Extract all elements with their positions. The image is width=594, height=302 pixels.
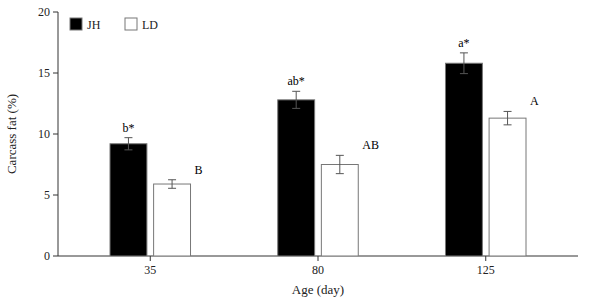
bar [489,118,526,256]
annotation: b* [122,121,134,135]
error-cap [168,179,176,180]
chart: 0 5 10 15 20 35 80 125 Age (day) Carcass fat (%) b… [0,0,594,302]
series-1 [154,111,526,256]
error-line [172,180,173,189]
error-cap [460,73,468,74]
error-cap [292,91,300,92]
chart-container: 0 5 10 15 20 35 80 125 Age (day) Carcass fat (%) b… [0,0,594,302]
legend-label: LD [142,18,158,32]
error-bar [460,53,468,74]
annotation: a* [458,36,469,50]
annotation: A [530,94,539,108]
x-tick [485,256,486,261]
error-bar [168,180,176,189]
error-line [128,138,129,150]
annotations: b* ab* a* B AB A [122,36,539,177]
y-tick-label: 20 [38,5,50,19]
error-cap [504,124,512,125]
error-cap [168,188,176,189]
y-tick-label: 5 [44,188,50,202]
x-axis-label: Age (day) [292,282,344,297]
legend-swatch [125,18,137,30]
plot-area [110,53,526,256]
error-cap [124,149,132,150]
error-cap [460,52,468,53]
error-cap [336,155,344,156]
x-tick [318,256,319,261]
bar [154,184,191,256]
error-cap [504,111,512,112]
y-tick [53,73,58,74]
y-tick-label: 0 [44,249,50,263]
y-tick [53,12,58,13]
error-bar [292,91,300,108]
legend-swatch [70,18,82,30]
error-bar [124,138,132,150]
series-0 [110,53,482,256]
axes: 0 5 10 15 20 35 80 125 [38,5,578,277]
y-tick-label: 15 [38,66,50,80]
legend-label: JH [87,18,101,32]
legend: JH LD [70,18,158,32]
y-tick [53,256,58,257]
annotation: B [195,163,203,177]
error-line [463,53,464,74]
x-tick-label: 80 [312,263,324,277]
error-line [507,111,508,124]
bar [321,165,358,257]
bar [445,63,482,256]
y-tick [53,134,58,135]
bar [110,144,147,256]
y-tick [53,195,58,196]
error-cap [124,137,132,138]
error-cap [292,108,300,109]
error-cap [336,173,344,174]
error-line [296,91,297,108]
annotation: ab* [288,74,305,88]
y-tick-label: 10 [38,127,50,141]
y-axis-label: Carcass fat (%) [4,94,19,174]
error-line [339,155,340,173]
x-tick [150,256,151,261]
error-bar [336,155,344,173]
x-tick-label: 125 [477,263,495,277]
bar [278,100,315,256]
error-bar [504,111,512,124]
x-tick-label: 35 [144,263,156,277]
annotation: AB [362,138,379,152]
